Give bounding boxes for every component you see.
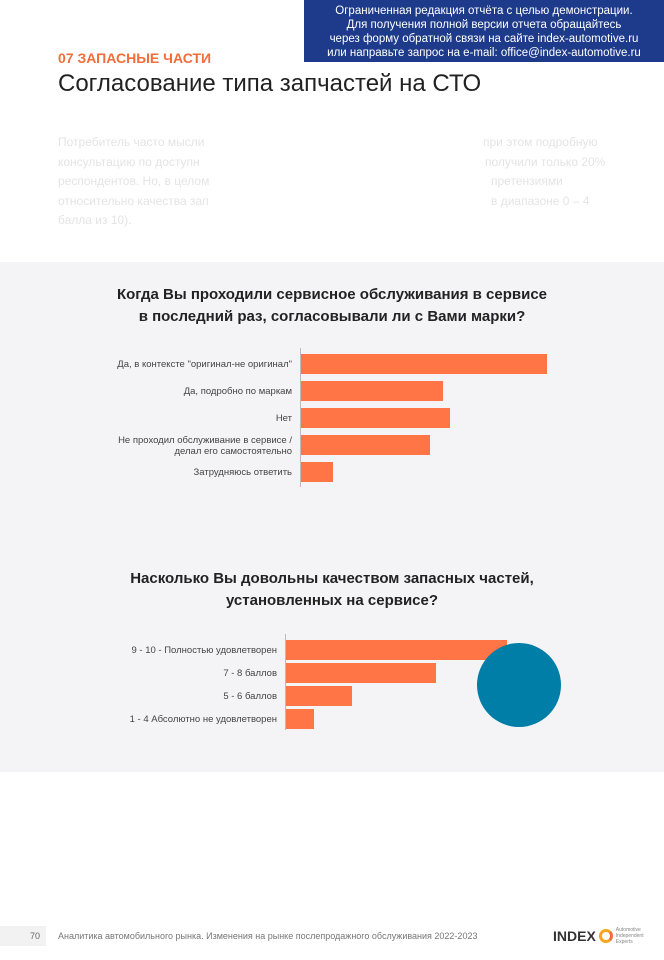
bar-label: 1 - 4 Абсолютно не удовлетворен	[129, 714, 277, 725]
banner-line: через форму обратной связи на сайте inde…	[329, 33, 639, 45]
bar	[301, 354, 547, 374]
bar-label: 9 - 10 - Полностью удовлетворен	[131, 645, 277, 656]
bar	[301, 462, 334, 482]
logo-sub-line: Automotive	[615, 927, 641, 933]
banner-line: или направьте запрос на e-mail: office@i…	[327, 47, 641, 59]
chart-axis	[285, 634, 286, 730]
banner-line: Ограниченная редакция отчёта с целью дем…	[335, 5, 633, 17]
page-number: 70	[0, 926, 46, 946]
para-left: Потребитель часто мысли	[58, 135, 205, 149]
chart1-title: Когда Вы проходили сервисное обслуживани…	[0, 284, 664, 328]
bar	[286, 640, 507, 660]
bar	[286, 709, 315, 729]
footer-text: Аналитика автомобильного рынка. Изменени…	[58, 931, 478, 941]
para-left: балла из 10).	[58, 213, 132, 227]
para-left: респондентов. Но, в целом	[58, 174, 210, 188]
chart2-title-line: Насколько Вы довольны качеством запасных…	[130, 570, 534, 587]
chart-axis	[300, 348, 301, 487]
bar-label: Не проходил обслуживание в сервисе / дел…	[118, 435, 292, 457]
index-logo: INDEX Automotive Independent Experts	[553, 927, 644, 945]
para-right: получили только 20%	[485, 154, 606, 169]
chart1-title-line: Когда Вы проходили сервисное обслуживани…	[116, 286, 548, 303]
demo-banner: Ограниченная редакция отчёта с целью дем…	[304, 0, 664, 62]
para-left: относительно качества зап	[58, 193, 209, 208]
logo-mark-icon	[598, 929, 613, 943]
para-right: претензиями	[491, 174, 563, 188]
logo-sub-line: Experts	[615, 939, 633, 945]
section-label: 07 ЗАПАСНЫЕ ЧАСТИ	[58, 50, 212, 66]
pie-shape	[477, 643, 561, 727]
para-right: при этом подробную	[483, 135, 598, 149]
bar	[301, 381, 444, 401]
bar-label: 5 - 6 баллов	[223, 691, 277, 702]
page-title: Согласование типа запчастей на СТО	[58, 70, 482, 97]
bar	[301, 435, 431, 455]
para-left: консультацию по доступн	[58, 154, 200, 169]
bar	[301, 408, 450, 428]
bar-label: Нет	[275, 413, 292, 424]
bar-label: 7 - 8 баллов	[223, 668, 277, 679]
bar-label: Затрудняюсь ответить	[193, 467, 292, 478]
chart1-title-line: в последний раз, согласовывали ли с Вами…	[138, 308, 526, 325]
bar	[286, 686, 352, 706]
chart2-title: Насколько Вы довольны качеством запасных…	[0, 568, 664, 612]
logo-text: INDEX	[553, 928, 596, 944]
logo-subtitle: Automotive Independent Experts	[616, 927, 644, 945]
bar-label: Да, подробно по маркам	[183, 386, 292, 397]
bar	[286, 663, 437, 683]
chart2-title-line: установленных на сервисе?	[225, 592, 439, 609]
bar-label: Да, в контексте "оригинал-не оригинал"	[117, 359, 292, 370]
banner-line: Для получения полной версии отчета обращ…	[346, 19, 622, 31]
para-right: в диапазоне 0 – 4	[491, 193, 590, 208]
logo-sub-line: Independent	[615, 933, 644, 939]
